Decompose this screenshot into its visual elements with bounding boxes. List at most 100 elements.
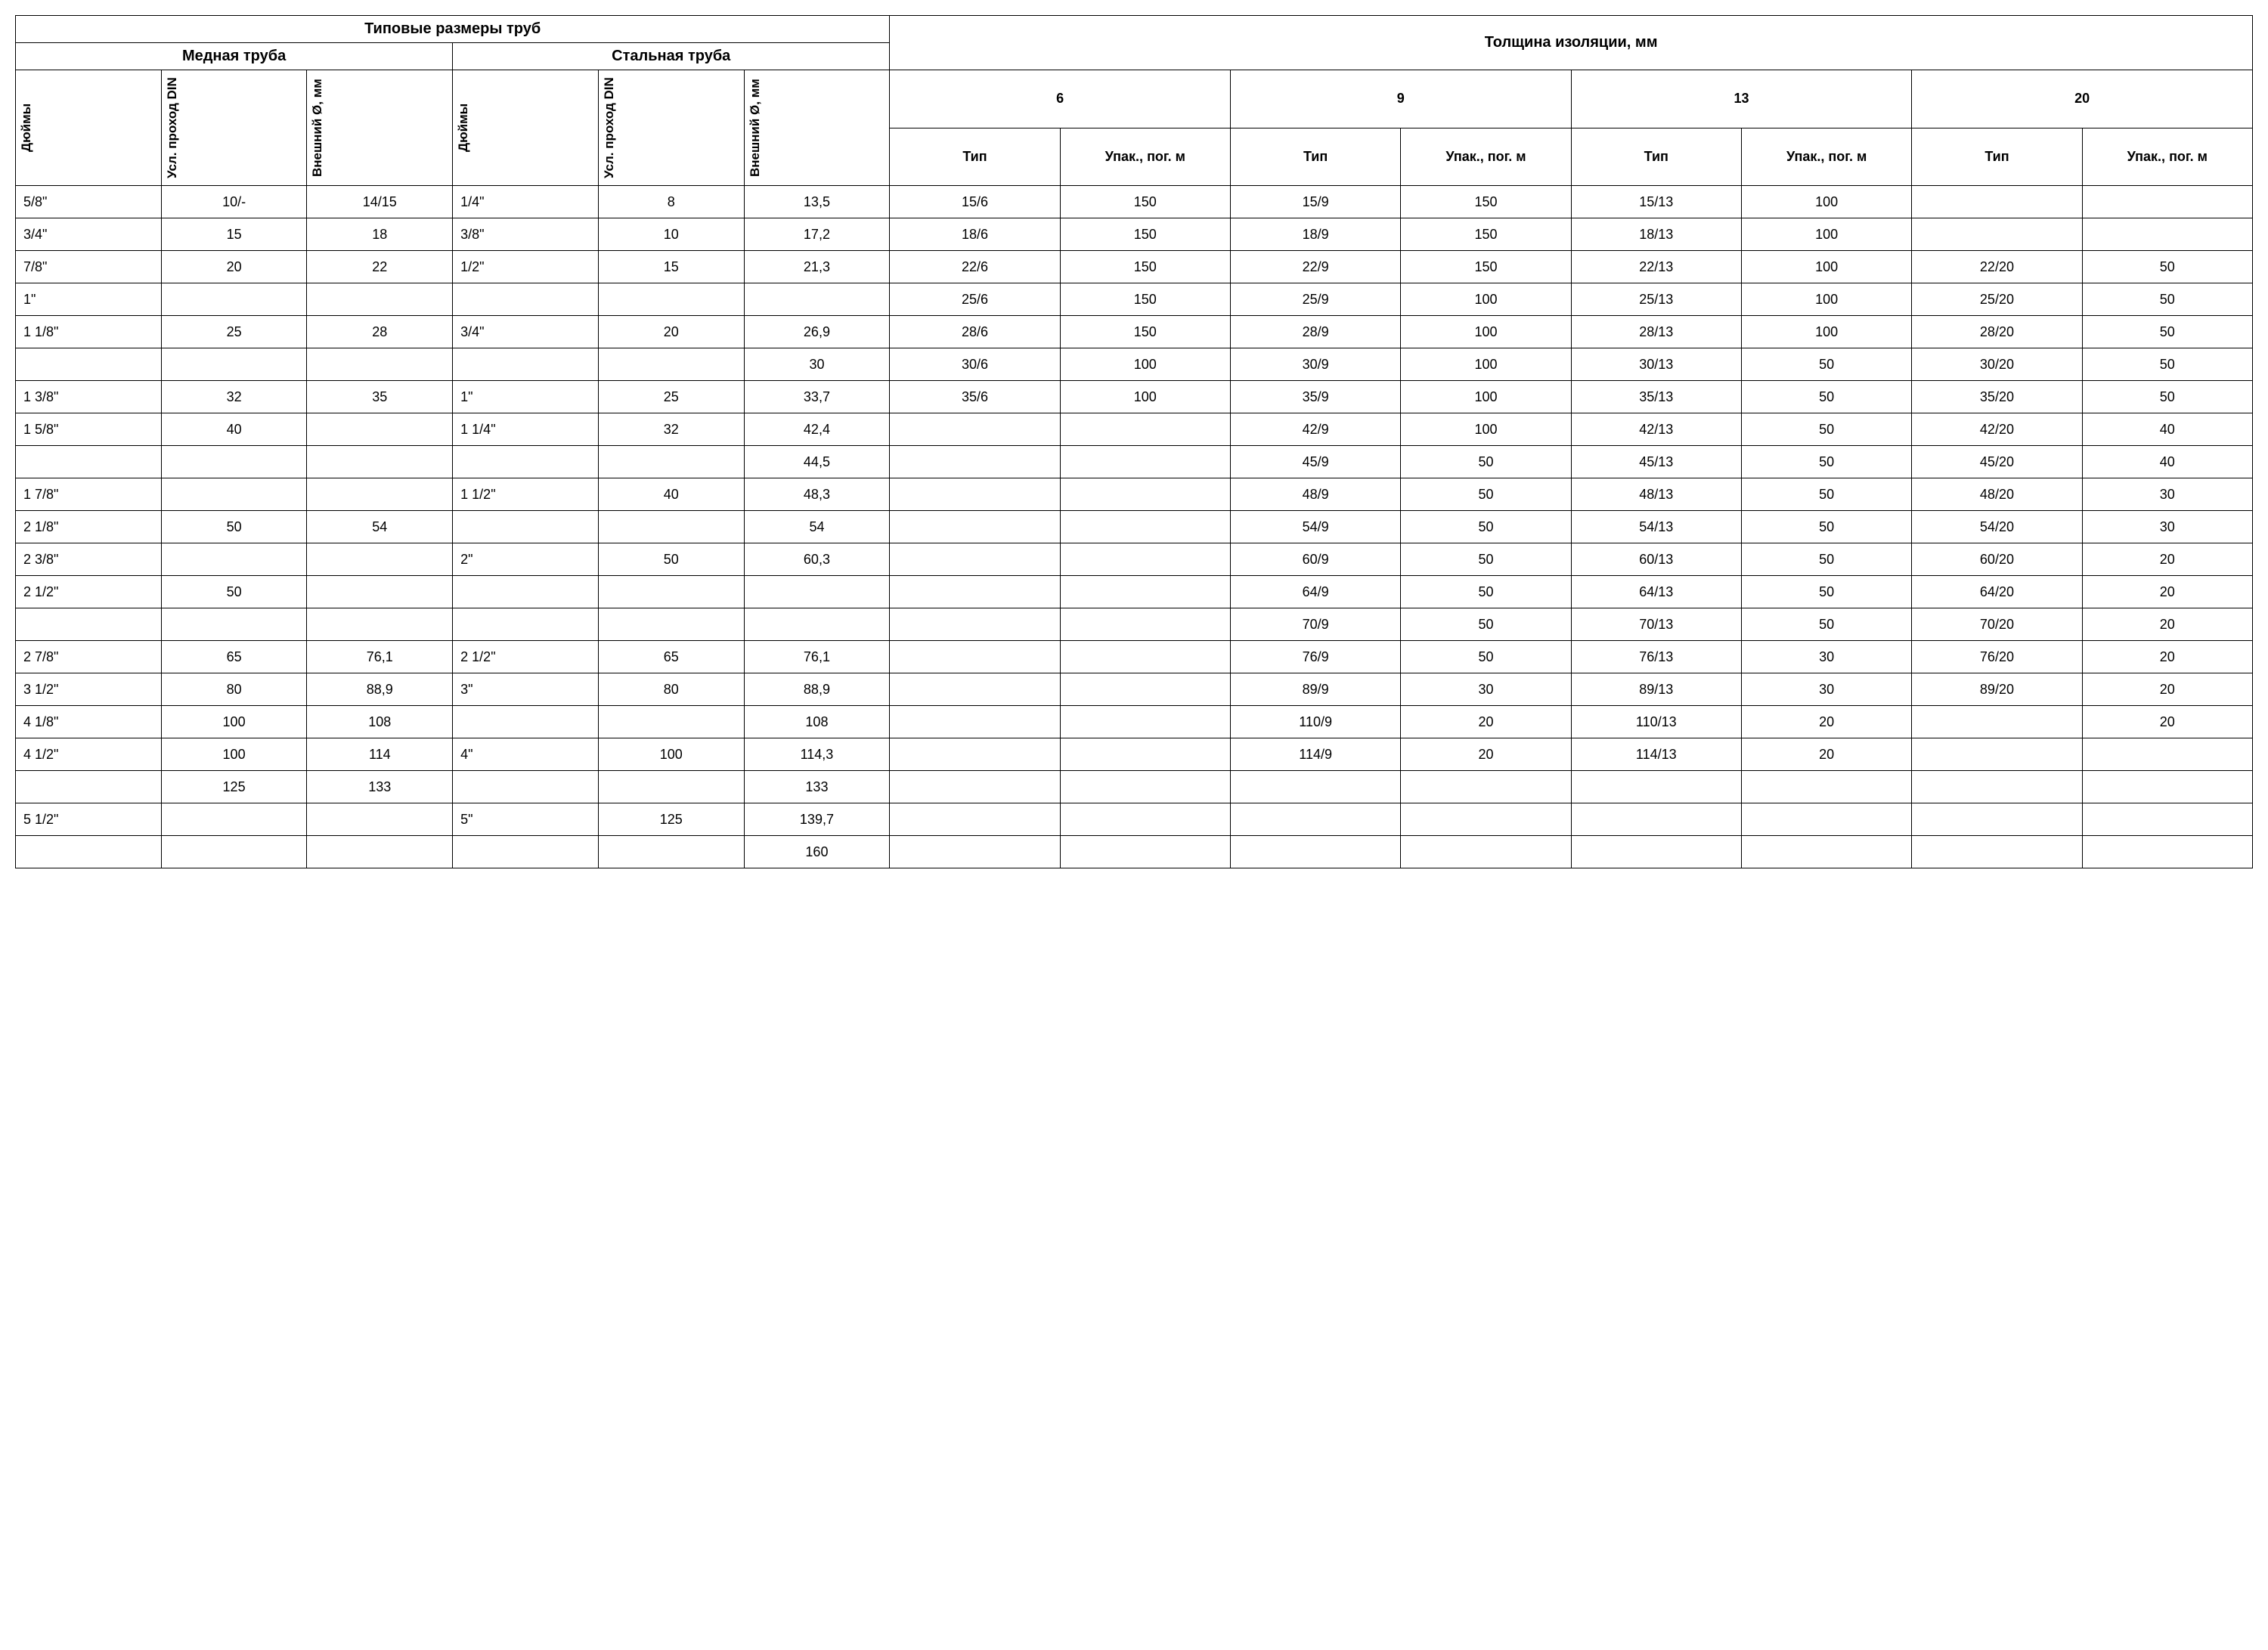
table-row: 7/8"20221/2"1521,322/615022/915022/13100…	[16, 251, 2253, 283]
table-cell: 100	[1741, 251, 1911, 283]
table-cell: 13,5	[744, 186, 890, 218]
table-cell: 100	[1401, 283, 1571, 316]
table-cell: 150	[1401, 251, 1571, 283]
table-cell: 28/20	[1912, 316, 2082, 348]
table-cell: 20	[161, 251, 307, 283]
table-cell	[1060, 446, 1230, 478]
table-cell	[1060, 673, 1230, 706]
table-cell: 70/13	[1571, 608, 1741, 641]
table-cell: 50	[1401, 478, 1571, 511]
table-cell: 30/6	[890, 348, 1060, 381]
table-cell: 18/6	[890, 218, 1060, 251]
table-cell: 150	[1060, 283, 1230, 316]
table-cell: 100	[1741, 186, 1911, 218]
table-cell: 125	[161, 771, 307, 803]
table-body: 5/8"10/-14/151/4"813,515/615015/915015/1…	[16, 186, 2253, 868]
header-pack-9: Упак., пог. м	[1401, 128, 1571, 186]
table-cell	[598, 511, 744, 543]
table-cell: 160	[744, 836, 890, 868]
header-type-13: Тип	[1571, 128, 1741, 186]
table-cell	[890, 771, 1060, 803]
table-cell: 50	[1741, 413, 1911, 446]
table-row: 5 1/2"5"125139,7	[16, 803, 2253, 836]
table-cell: 30	[2082, 478, 2252, 511]
table-cell: 64/13	[1571, 576, 1741, 608]
table-cell	[1912, 771, 2082, 803]
table-cell: 35	[307, 381, 453, 413]
table-cell: 25/20	[1912, 283, 2082, 316]
table-cell	[307, 478, 453, 511]
table-cell: 50	[1401, 608, 1571, 641]
table-cell: 2 7/8"	[16, 641, 162, 673]
table-cell: 18/13	[1571, 218, 1741, 251]
table-cell: 1 5/8"	[16, 413, 162, 446]
table-cell: 15/13	[1571, 186, 1741, 218]
table-cell: 50	[598, 543, 744, 576]
table-cell: 3 1/2"	[16, 673, 162, 706]
table-cell: 100	[161, 706, 307, 738]
table-cell: 80	[161, 673, 307, 706]
table-cell	[2082, 218, 2252, 251]
table-cell	[598, 706, 744, 738]
table-row: 3/4"15183/8"1017,218/615018/915018/13100	[16, 218, 2253, 251]
table-cell	[307, 543, 453, 576]
table-cell: 42/9	[1230, 413, 1400, 446]
table-cell	[161, 608, 307, 641]
header-cu-ext: Внешний Ø, мм	[307, 70, 453, 186]
table-cell	[1912, 218, 2082, 251]
header-st-din: Усл. проход DIN	[598, 70, 744, 186]
table-row: 160	[16, 836, 2253, 868]
table-cell: 125	[598, 803, 744, 836]
table-cell: 45/13	[1571, 446, 1741, 478]
table-cell: 50	[1741, 543, 1911, 576]
table-cell	[1060, 413, 1230, 446]
table-cell: 8	[598, 186, 744, 218]
table-cell: 40	[598, 478, 744, 511]
header-pack-6: Упак., пог. м	[1060, 128, 1230, 186]
table-cell	[2082, 836, 2252, 868]
table-cell: 2 1/2"	[16, 576, 162, 608]
header-th9: 9	[1230, 70, 1571, 128]
table-cell: 50	[2082, 316, 2252, 348]
table-cell	[1912, 706, 2082, 738]
table-cell	[1060, 511, 1230, 543]
header-pipe-sizes: Типовые размеры труб	[16, 16, 890, 43]
table-row: 2 1/8"50545454/95054/135054/2030	[16, 511, 2253, 543]
table-cell	[1230, 836, 1400, 868]
table-cell: 50	[1741, 478, 1911, 511]
table-cell	[1401, 803, 1571, 836]
table-cell: 76,1	[744, 641, 890, 673]
table-cell: 20	[1401, 706, 1571, 738]
table-cell: 1/4"	[453, 186, 599, 218]
header-cu-din: Усл. проход DIN	[161, 70, 307, 186]
table-cell	[16, 608, 162, 641]
table-cell: 14/15	[307, 186, 453, 218]
header-pack-20: Упак., пог. м	[2082, 128, 2252, 186]
table-cell: 17,2	[744, 218, 890, 251]
table-cell	[598, 446, 744, 478]
table-row: 1 3/8"32351"2533,735/610035/910035/13503…	[16, 381, 2253, 413]
table-cell: 5"	[453, 803, 599, 836]
header-th20: 20	[1912, 70, 2253, 128]
table-cell: 10/-	[161, 186, 307, 218]
table-cell	[890, 413, 1060, 446]
table-cell: 35/20	[1912, 381, 2082, 413]
table-cell: 42,4	[744, 413, 890, 446]
table-cell: 54	[744, 511, 890, 543]
table-row: 3 1/2"8088,93"8088,989/93089/133089/2020	[16, 673, 2253, 706]
table-cell	[598, 608, 744, 641]
table-cell	[16, 348, 162, 381]
table-cell: 50	[1741, 576, 1911, 608]
table-cell: 20	[2082, 641, 2252, 673]
table-cell: 100	[1401, 348, 1571, 381]
table-cell	[890, 641, 1060, 673]
table-cell: 44,5	[744, 446, 890, 478]
table-cell: 2 1/8"	[16, 511, 162, 543]
table-cell	[307, 608, 453, 641]
table-row: 1"25/615025/910025/1310025/2050	[16, 283, 2253, 316]
table-cell: 48/20	[1912, 478, 2082, 511]
table-cell: 2"	[453, 543, 599, 576]
table-cell	[744, 283, 890, 316]
table-cell: 3/4"	[453, 316, 599, 348]
table-cell	[1571, 803, 1741, 836]
